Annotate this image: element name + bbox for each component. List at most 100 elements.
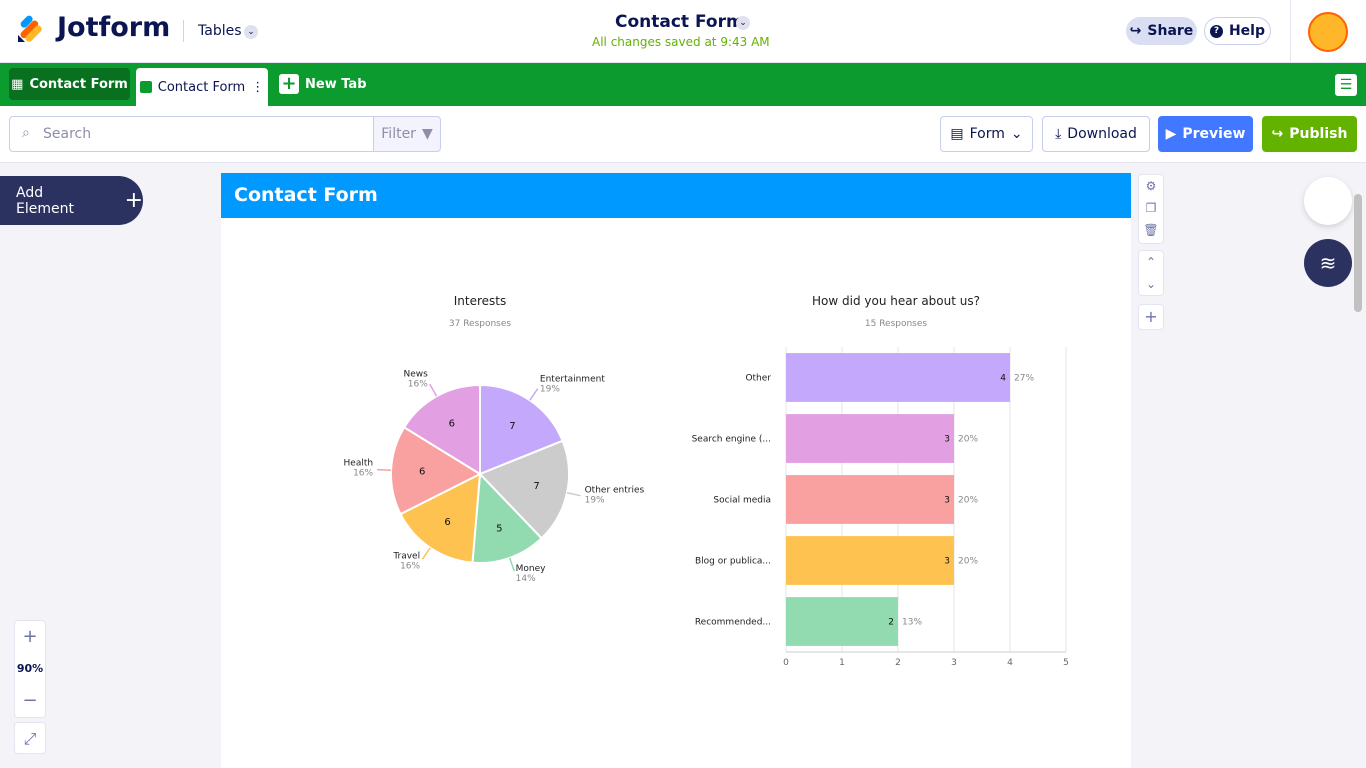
add-below[interactable]: + xyxy=(1138,304,1164,330)
slice-value: 7 xyxy=(509,421,515,432)
chart-subtitle: 15 Responses xyxy=(865,319,928,329)
pie-slice xyxy=(471,471,543,564)
category-label: Other xyxy=(745,374,771,384)
zoom-level: 90% xyxy=(16,662,44,675)
form-button[interactable]: ▤ Form ⌄ xyxy=(940,116,1033,152)
help-button[interactable]: ? Help xyxy=(1204,17,1271,45)
slice-label: Entertainment xyxy=(540,374,605,384)
save-status: All changes saved at 9:43 AM xyxy=(592,35,770,49)
download-label: Download xyxy=(1067,126,1137,142)
new-tab-button[interactable]: + New Tab xyxy=(279,73,367,95)
slice-percent: 16% xyxy=(408,380,428,390)
leader-line xyxy=(508,557,516,572)
bar-value: 3 xyxy=(944,435,950,445)
preview-label: Preview xyxy=(1182,126,1246,142)
bar xyxy=(786,353,1010,402)
slice-value: 6 xyxy=(449,418,455,429)
move-up[interactable]: ⌃ xyxy=(1145,255,1157,269)
chart-subtitle: 37 Responses xyxy=(449,319,512,329)
chart-title: How did you hear about us? xyxy=(812,294,980,308)
header: Jotform Tables ⌄ Contact Form ⌄ All chan… xyxy=(0,0,1366,63)
bar xyxy=(786,414,954,463)
bar-percent: 27% xyxy=(1014,374,1034,384)
element-tools: ⚙ ❐ 🗑 xyxy=(1138,174,1164,244)
tab-active[interactable]: Contact Form ⋮ xyxy=(136,68,268,106)
logo-icon xyxy=(18,15,42,42)
slice-percent: 19% xyxy=(585,496,605,506)
add-element-button[interactable]: Add Element + xyxy=(0,176,143,225)
leader-line xyxy=(429,383,438,397)
preview-button[interactable]: ▶ Preview xyxy=(1158,116,1253,152)
download-button[interactable]: ⤓ Download xyxy=(1042,116,1150,152)
bar-value: 2 xyxy=(888,618,894,628)
bar-percent: 20% xyxy=(958,557,978,567)
slice-value: 6 xyxy=(444,517,450,528)
category-label: Recommended... xyxy=(695,618,771,628)
bar-percent: 20% xyxy=(958,435,978,445)
layers-button[interactable]: ≋ xyxy=(1304,239,1352,287)
leader-line xyxy=(421,547,431,560)
scrollbar xyxy=(1354,194,1362,312)
move-tools: ⌃ ⌄ xyxy=(1138,250,1164,296)
zoom-out[interactable]: − xyxy=(22,690,38,711)
filter-button[interactable]: Filter ▼ xyxy=(373,116,441,152)
new-tab-label: New Tab xyxy=(305,76,367,92)
publish-label: Publish xyxy=(1289,126,1348,142)
slice-percent: 16% xyxy=(353,468,373,478)
leader-line xyxy=(566,492,581,497)
search-icon: ⌕ xyxy=(22,125,30,141)
publish-button[interactable]: ↪ Publish xyxy=(1262,116,1357,152)
slice-percent: 14% xyxy=(516,574,536,584)
slice-label: Money xyxy=(516,564,547,574)
x-tick-label: 3 xyxy=(951,658,957,668)
leader-line xyxy=(529,388,539,401)
x-tick-label: 5 xyxy=(1063,658,1069,668)
slice-label: Travel xyxy=(392,552,420,562)
slice-value: 6 xyxy=(419,467,425,478)
tab-bar: ▦ Contact Form Contact Form ⋮ + New Tab ☰ xyxy=(0,63,1366,106)
x-tick-label: 2 xyxy=(895,658,901,668)
settings[interactable]: ⚙ xyxy=(1145,179,1157,193)
bar-percent: 20% xyxy=(958,496,978,506)
slice-label: Other entries xyxy=(585,486,645,496)
leader-line xyxy=(377,468,392,471)
slice-percent: 16% xyxy=(400,562,420,572)
pie-slice xyxy=(390,425,483,516)
search-input[interactable]: ⌕ Search xyxy=(9,116,374,152)
bar-percent: 13% xyxy=(902,618,922,628)
pie-slice xyxy=(399,472,482,564)
slice-value: 5 xyxy=(496,524,502,535)
help-label: Help xyxy=(1228,23,1266,39)
assistant-button[interactable] xyxy=(1304,177,1352,225)
logo-text: Jotform xyxy=(57,12,171,43)
avatar[interactable] xyxy=(1308,12,1348,52)
bar xyxy=(786,475,954,524)
tab-label: Contact Form xyxy=(157,79,246,95)
slice-value: 7 xyxy=(533,481,539,492)
dropdown-icon[interactable]: ⌄ xyxy=(244,25,258,39)
zoom-in[interactable]: + xyxy=(22,626,38,647)
delete[interactable]: 🗑 xyxy=(1143,223,1159,237)
dropdown-icon[interactable]: ⌄ xyxy=(736,16,750,30)
add-element-label: Add Element xyxy=(16,184,74,217)
form-label: Form xyxy=(969,126,1005,142)
tab-label: Contact Form xyxy=(29,76,128,92)
fullscreen-button[interactable]: ⤢ xyxy=(14,722,46,754)
pie-slice xyxy=(479,383,564,476)
slice-percent: 19% xyxy=(540,384,560,394)
divider xyxy=(1290,0,1291,63)
slice-label: Health xyxy=(344,458,374,468)
menu-button[interactable]: ☰ xyxy=(1335,74,1357,96)
category-label: Social media xyxy=(713,496,771,506)
share-button[interactable]: ↪ Share xyxy=(1126,17,1197,45)
divider xyxy=(183,20,184,42)
x-tick-label: 4 xyxy=(1007,658,1013,668)
tab[interactable]: ▦ Contact Form xyxy=(9,68,130,100)
bar-value: 4 xyxy=(1000,374,1006,384)
tables-menu[interactable]: Tables xyxy=(198,23,242,39)
move-down[interactable]: ⌄ xyxy=(1145,277,1157,291)
slice-label: News xyxy=(403,370,428,380)
form-title[interactable]: Contact Form xyxy=(615,12,744,32)
duplicate[interactable]: ❐ xyxy=(1145,201,1157,215)
